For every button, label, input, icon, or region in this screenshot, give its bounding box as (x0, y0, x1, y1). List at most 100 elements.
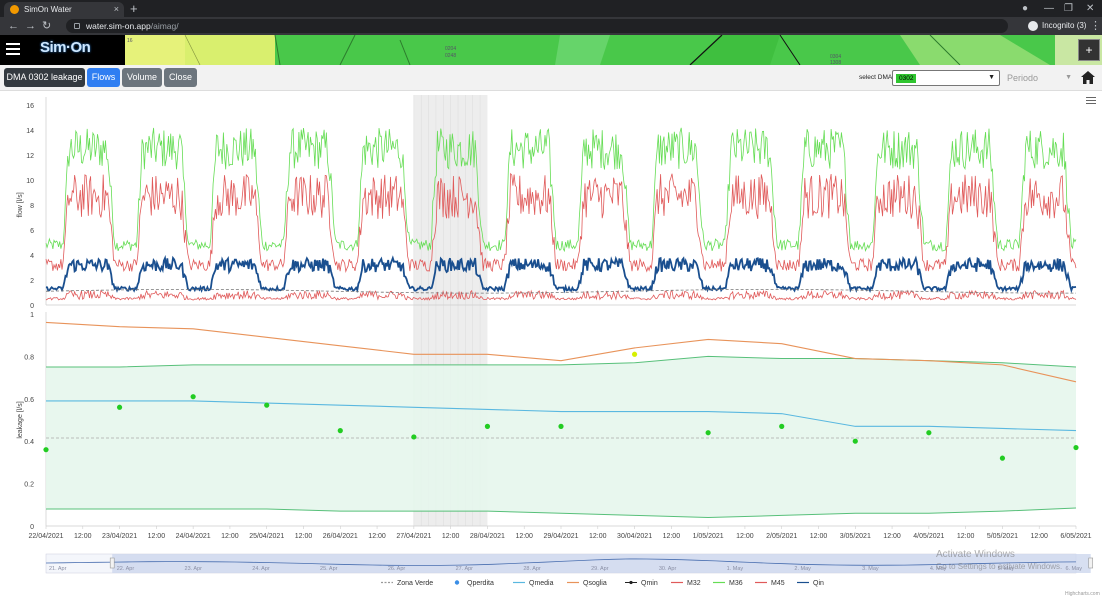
x-tick-label: 24/04/2021 (176, 533, 211, 540)
x-tick-label: 3/05/2021 (840, 533, 871, 540)
x-tick-label: 12:00 (295, 533, 313, 540)
legend-item-m36[interactable]: M36 (713, 580, 743, 587)
favicon-icon (10, 5, 19, 14)
toolbar: DMA 0302 leakage Flows Volume Close sele… (0, 65, 1102, 91)
record-icon[interactable]: ● (1022, 3, 1029, 14)
navigator-left-handle[interactable] (109, 557, 115, 569)
leakage-y-tick-label: 0.2 (24, 482, 34, 489)
browser-tab[interactable]: SimOn Water × (4, 2, 124, 17)
legend-item-m32[interactable]: M32 (671, 580, 701, 587)
qperdita-point (337, 428, 343, 434)
qperdita-point (190, 394, 196, 400)
new-tab-icon[interactable]: + (130, 1, 138, 16)
leakage-band (46, 356, 1076, 518)
navigator-label: 2. May (794, 566, 811, 572)
flow-y-axis-label: flow [l/s] (17, 192, 24, 217)
flow-leakage-chart[interactable]: 0 2 4 6 8 10 12 14 16 flow [l/s] 0 0.2 0.4 0.6 0.8 1 lea… (0, 91, 1102, 600)
flow-y-tick-label: 12 (26, 153, 34, 160)
legend-item-qsoglia[interactable]: Qsoglia (567, 580, 607, 587)
legend-label: M32 (687, 580, 701, 587)
restore-icon[interactable]: ❐ (1064, 3, 1073, 14)
leakage-y-axis-label: leakage [l/s] (17, 401, 24, 438)
legend-item-qperdita[interactable]: Qperdita (454, 580, 494, 587)
address-bar: ← → ↻ water.sim-on.app/aimag/ Incognito … (0, 17, 1102, 35)
navigator-label: 30. Apr (659, 566, 677, 572)
reload-icon[interactable]: ↻ (42, 20, 52, 32)
map-label: 0204 (445, 46, 457, 52)
forward-icon[interactable]: → (25, 20, 36, 32)
incognito-indicator[interactable]: Incognito (3) (1028, 19, 1086, 33)
leakage-y-tick-label: 0.6 (24, 397, 34, 404)
x-tick-label: 12:00 (589, 533, 607, 540)
qperdita-point (779, 423, 785, 429)
x-tick-label: 12:00 (515, 533, 533, 540)
period-select[interactable]: Periodo ▼ (1004, 70, 1074, 86)
x-tick-label: 12:00 (1030, 533, 1048, 540)
flow-y-tick-label: 8 (30, 203, 34, 210)
chart-credits[interactable]: Highcharts.com (1065, 591, 1100, 597)
dma-select[interactable]: 0302 ▼ (892, 70, 1000, 86)
navigator-label: 29. Apr (591, 566, 609, 572)
series-line-m32 (45, 172, 1077, 273)
leakage-y-tick-label: 0 (30, 524, 34, 531)
browser-menu-icon[interactable]: ⋮ (1090, 20, 1101, 32)
period-placeholder: Periodo (1007, 73, 1039, 83)
brand-block (0, 35, 125, 65)
activate-windows-watermark: Activate Windows Go to Settings to activ… (936, 549, 1062, 573)
close-tab-icon[interactable]: × (113, 4, 119, 14)
legend-label: M45 (771, 580, 785, 587)
legend-item-qmin[interactable]: Qmin (625, 580, 658, 587)
x-tick-label: 12:00 (74, 533, 92, 540)
hamburger-menu-icon[interactable] (6, 43, 20, 57)
x-tick-label: 29/04/2021 (543, 533, 578, 540)
tab-title: SimOn Water (24, 5, 72, 14)
legend-label: Qin (813, 580, 824, 587)
map-label: 0248 (445, 53, 457, 59)
legend-item-qin[interactable]: Qin (797, 580, 824, 587)
chevron-down-icon: ▼ (988, 74, 995, 81)
navigator-label: 24. Apr (252, 566, 270, 572)
legend-symbol (629, 580, 633, 585)
map-zoom-in-button[interactable]: + (1078, 39, 1100, 61)
flow-y-tick-label: 6 (30, 228, 34, 235)
navigator-selection (112, 554, 1091, 573)
flow-y-tick-label: 4 (30, 253, 34, 260)
chart-menu-icon[interactable] (1086, 97, 1096, 106)
activate-title: Activate Windows (936, 549, 1015, 560)
x-tick-label: 12:00 (221, 533, 239, 540)
close-window-icon[interactable]: ✕ (1086, 3, 1095, 14)
legend-item-zona-verde[interactable]: Zona Verde (381, 580, 433, 587)
browser-tab-bar: SimOn Water × + ● — ❐ ✕ (0, 0, 1102, 17)
incognito-icon (1028, 21, 1038, 31)
legend-item-qmedia[interactable]: Qmedia (513, 580, 554, 587)
url-input[interactable]: water.sim-on.app/aimag/ (66, 19, 1008, 33)
series-line-qmedia (46, 400, 1077, 432)
series-line-qsoglia (45, 321, 1077, 383)
legend-label: Zona Verde (397, 580, 433, 587)
flows-button[interactable]: Flows (87, 68, 120, 87)
navigator-right-handle[interactable] (1088, 557, 1094, 569)
leakage-band-lower (46, 507, 1077, 519)
qperdita-point (1073, 444, 1079, 451)
legend-symbol (454, 580, 460, 585)
x-tick-label: 12:00 (368, 533, 386, 540)
volume-button[interactable]: Volume (122, 68, 162, 87)
dma-title-button[interactable]: DMA 0302 leakage (4, 68, 85, 87)
select-dma-label: select DMA (859, 74, 893, 81)
back-icon[interactable]: ← (8, 20, 19, 32)
legend-item-m45[interactable]: M45 (755, 580, 785, 587)
home-icon[interactable] (1081, 71, 1095, 84)
x-tick-label: 12:00 (883, 533, 901, 540)
qperdita-point (116, 404, 123, 410)
qperdita-point (631, 351, 638, 357)
url-host: water.sim-on.app (86, 21, 151, 31)
x-tick-label: 12:00 (736, 533, 754, 540)
navigator-label: 23. Apr (185, 566, 203, 572)
series-line-m36 (45, 127, 1077, 253)
minimize-icon[interactable]: — (1044, 3, 1054, 14)
x-tick-label: 2/05/2021 (766, 533, 797, 540)
qperdita-point (705, 430, 711, 436)
close-button[interactable]: Close (164, 68, 197, 87)
dma-select-value: 0302 (896, 74, 917, 83)
map-strip[interactable]: Sim·On 16 0204 0248 0304 1308 + (0, 35, 1102, 65)
